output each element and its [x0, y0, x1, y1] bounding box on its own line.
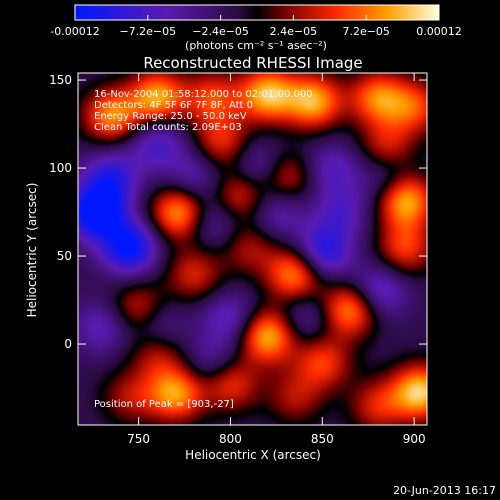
chart-title: Reconstructed RHESSI Image: [143, 54, 362, 72]
colorbar-ticks: -0.00012 −7.2e−05 −2.4e−05 2.4e−05 7.2e−05 0.…: [50, 15, 462, 38]
y-tick-label: 0: [64, 337, 72, 351]
colorbar-tick-label: 7.2e−05: [342, 25, 389, 38]
y-tick-label: 150: [49, 73, 72, 87]
annotation-detectors: Detectors: 4F 5F 6F 7F 8F, Att 0: [94, 100, 253, 111]
colorbar: [74, 4, 440, 21]
y-tick-label: 50: [57, 249, 72, 263]
colorbar-tick-label: 0.00012: [416, 25, 462, 38]
plot-frame: [77, 72, 428, 426]
y-tick-label: 100: [49, 161, 72, 175]
peak-position-label: Position of Peak = [903,-27]: [94, 399, 234, 410]
axis-ticks: 750 800 850 900 0 50 100 150: [49, 73, 427, 446]
colorbar-tick-label: 2.4e−05: [270, 25, 317, 38]
colorbar-tick-label: -0.00012: [50, 25, 99, 38]
x-tick-label: 900: [403, 432, 426, 446]
colorbar-units: (photons cm⁻² s⁻¹ asec⁻²): [185, 39, 327, 52]
x-tick-label: 850: [311, 432, 334, 446]
colorbar-tick-label: −2.4e−05: [192, 25, 249, 38]
x-axis-label: Heliocentric X (arcsec): [185, 448, 321, 462]
x-tick-label: 800: [219, 432, 242, 446]
annotation-energy: Energy Range: 25.0 - 50.0 keV: [94, 111, 247, 122]
colorbar-tick-label: −7.2e−05: [119, 25, 176, 38]
annotation-time: 16-Nov-2004 01:58:12.000 to 02:01:00.000: [94, 89, 313, 100]
annotation-clean: Clean Total counts: 2.09E+03: [94, 122, 242, 133]
timestamp: 20-Jun-2013 16:17: [393, 484, 496, 497]
y-axis-label: Heliocentric Y (arcsec): [25, 183, 39, 318]
x-tick-label: 750: [127, 432, 150, 446]
info-annotations: 16-Nov-2004 01:58:12.000 to 02:01:00.000…: [94, 89, 313, 133]
